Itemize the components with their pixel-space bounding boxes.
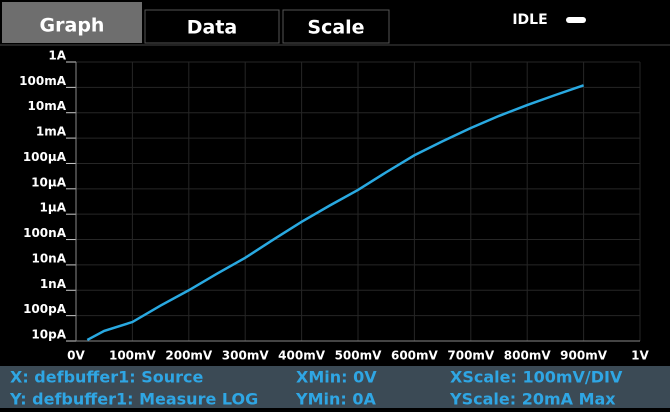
footer-text: YMin: 0A [295, 390, 376, 409]
y-tick-label: 10pA [31, 328, 66, 342]
tab-scale[interactable] [282, 9, 390, 44]
footer-text: YScale: 20mA Max [449, 390, 616, 409]
footer-text: Y: defbuffer1: Measure LOG [9, 390, 258, 409]
data-line [86, 84, 585, 342]
footer-text: XScale: 100mV/DIV [450, 368, 623, 387]
footer [0, 366, 670, 408]
y-tick-label: 10mA [28, 99, 67, 113]
y-tick-label: 1nA [40, 277, 67, 291]
tab-label: Scale [307, 17, 364, 39]
y-tick-label: 100pA [23, 302, 67, 316]
y-tick-label: 1µA [40, 201, 67, 215]
y-tick-label: 1mA [36, 125, 67, 139]
x-tick-label: 900mV [560, 349, 608, 363]
x-tick-label: 300mV [222, 349, 270, 363]
x-tick-label: 0V [67, 349, 85, 363]
status-icon [566, 17, 586, 23]
status: IDLE [512, 12, 547, 28]
x-tick-label: 700mV [447, 349, 495, 363]
footer-text: X: defbuffer1: Source [10, 368, 204, 387]
y-tick-label: 10µA [31, 175, 67, 189]
x-tick-label: 400mV [278, 349, 326, 363]
x-tick-label: 500mV [335, 349, 383, 363]
footer-text: XMin: 0V [296, 368, 377, 387]
tab-label: Graph [40, 15, 105, 37]
x-tick-label: 600mV [391, 349, 439, 363]
y-tick-label: 1A [48, 49, 66, 63]
tab-label: Data [187, 17, 238, 39]
y-tick-label: 100mA [19, 74, 67, 88]
x-tick-label: 800mV [504, 349, 552, 363]
x-tick-label: 200mV [165, 349, 213, 363]
x-tick-label: 100mV [109, 349, 157, 363]
y-tick-label: 10nA [31, 251, 66, 265]
tab-graph[interactable] [2, 2, 142, 43]
x-tick-label: 1V [631, 349, 649, 363]
y-tick-label: 100µA [23, 150, 67, 164]
tab-data[interactable] [144, 9, 280, 44]
y-tick-label: 100nA [23, 226, 67, 240]
